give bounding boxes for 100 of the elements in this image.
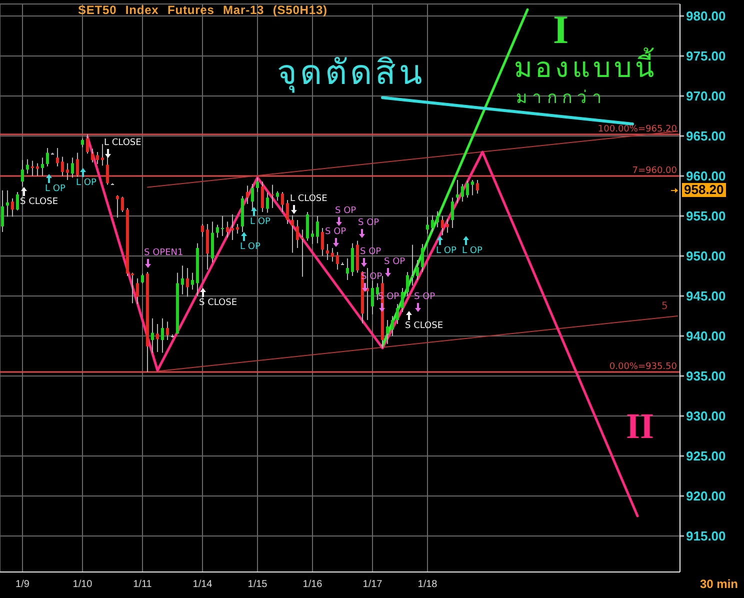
candlestick bbox=[401, 288, 404, 312]
y-tick-label: 945.00 bbox=[686, 288, 726, 304]
ref-line-label: 7=960.00 bbox=[632, 166, 678, 176]
candlestick bbox=[6, 190, 9, 218]
candlestick bbox=[156, 324, 159, 352]
annotation: L OP bbox=[240, 242, 260, 252]
candlestick bbox=[426, 216, 429, 234]
y-tick-label: 935.00 bbox=[686, 368, 726, 384]
annotation: S OP bbox=[325, 227, 346, 237]
candlestick bbox=[46, 148, 49, 167]
y-tick-label: 970.00 bbox=[686, 88, 726, 104]
candlestick bbox=[56, 148, 59, 167]
candlestick bbox=[466, 180, 469, 198]
y-tick-label: 930.00 bbox=[686, 408, 726, 424]
candlestick bbox=[21, 160, 24, 187]
ref-line-label: 0.00%=935.50 bbox=[609, 362, 678, 372]
candlestick bbox=[226, 221, 229, 238]
annotation: 958.20 bbox=[682, 182, 726, 198]
x-tick-label: 1/14 bbox=[192, 579, 213, 590]
candlestick bbox=[206, 224, 209, 270]
annotation: S CLOSE bbox=[405, 321, 444, 331]
candlestick bbox=[321, 228, 324, 256]
candlestick bbox=[116, 194, 119, 218]
candlestick bbox=[311, 230, 314, 244]
candlestick bbox=[161, 318, 164, 354]
candlestick bbox=[476, 180, 479, 194]
x-tick-label: 1/17 bbox=[362, 579, 383, 590]
candlestick bbox=[291, 214, 294, 254]
annotation: S OP bbox=[414, 292, 436, 302]
candlestick bbox=[86, 134, 89, 154]
annotation: S OP bbox=[384, 257, 406, 267]
annotation: L OP bbox=[436, 246, 456, 256]
y-tick-label: 950.00 bbox=[686, 248, 726, 264]
annotation: L OP bbox=[76, 178, 96, 188]
candlestick bbox=[286, 200, 289, 224]
y-tick-label: 920.00 bbox=[686, 488, 726, 504]
candlestick bbox=[96, 152, 99, 164]
candlestick bbox=[271, 184, 274, 208]
annotation: L OP bbox=[250, 217, 270, 227]
x-tick-label: 1/15 bbox=[248, 579, 268, 590]
candlestick bbox=[306, 212, 309, 242]
candlestick bbox=[1, 190, 4, 232]
candlestick bbox=[186, 268, 189, 298]
candlestick bbox=[131, 272, 134, 304]
candlestick bbox=[346, 258, 349, 280]
candlestick bbox=[436, 210, 439, 228]
candlestick bbox=[236, 224, 239, 234]
candlestick bbox=[101, 144, 104, 166]
y-tick-label: 940.00 bbox=[686, 328, 726, 344]
candlestick bbox=[471, 180, 474, 196]
series-label: 5 bbox=[662, 301, 668, 312]
candlestick bbox=[231, 214, 234, 240]
candlestick bbox=[261, 181, 264, 212]
candlestick bbox=[296, 220, 299, 248]
candlestick bbox=[166, 321, 169, 340]
y-tick-label: 925.00 bbox=[686, 448, 726, 464]
candlestick bbox=[441, 216, 444, 236]
annotation: S OP bbox=[360, 247, 382, 257]
candlestick bbox=[91, 148, 94, 163]
annotation: L OP bbox=[45, 184, 66, 194]
annotation: S CLOSE bbox=[20, 197, 58, 207]
annotation: L CLOSE bbox=[104, 138, 142, 148]
ref-line-label: 100.00%=965.20 bbox=[598, 124, 678, 134]
candlestick bbox=[276, 190, 279, 202]
candlestick bbox=[191, 272, 194, 290]
candlestick bbox=[316, 216, 319, 244]
candlestick bbox=[391, 316, 394, 336]
annotation: S OP bbox=[358, 218, 380, 228]
annotation: L OP bbox=[462, 246, 482, 256]
candlestick bbox=[16, 192, 19, 211]
y-tick-label: 915.00 bbox=[686, 528, 726, 544]
candlestick bbox=[386, 320, 389, 344]
annotation: S OP bbox=[335, 206, 356, 216]
candlestick bbox=[411, 244, 414, 286]
annotation: S OPEN1 bbox=[144, 248, 184, 258]
candlestick bbox=[431, 214, 434, 232]
x-tick-label: 1/11 bbox=[133, 579, 152, 590]
candlestick bbox=[246, 185, 249, 204]
annotation: II bbox=[626, 406, 654, 446]
candlestick bbox=[181, 265, 184, 295]
candlestick bbox=[456, 180, 459, 204]
candlestick bbox=[446, 218, 449, 234]
annotation: S OP bbox=[361, 272, 382, 282]
y-tick-label: 955.00 bbox=[686, 208, 726, 224]
candlestick bbox=[281, 192, 284, 212]
candlestick bbox=[26, 158, 29, 174]
candlestick bbox=[221, 216, 224, 236]
y-tick-label: 980.00 bbox=[686, 8, 726, 24]
annotation: L CLOSE bbox=[290, 194, 328, 204]
candlestick bbox=[421, 244, 424, 272]
candlestick bbox=[216, 224, 219, 238]
y-tick-label: 960.00 bbox=[686, 168, 726, 184]
candlestick bbox=[461, 184, 464, 202]
candlestick bbox=[256, 177, 259, 192]
candlestick bbox=[71, 157, 74, 178]
x-tick-label: 1/10 bbox=[72, 579, 93, 590]
candlestick bbox=[61, 156, 64, 176]
candlestick bbox=[36, 162, 39, 176]
annotation: S OP bbox=[378, 292, 400, 302]
candlestick bbox=[376, 282, 379, 300]
